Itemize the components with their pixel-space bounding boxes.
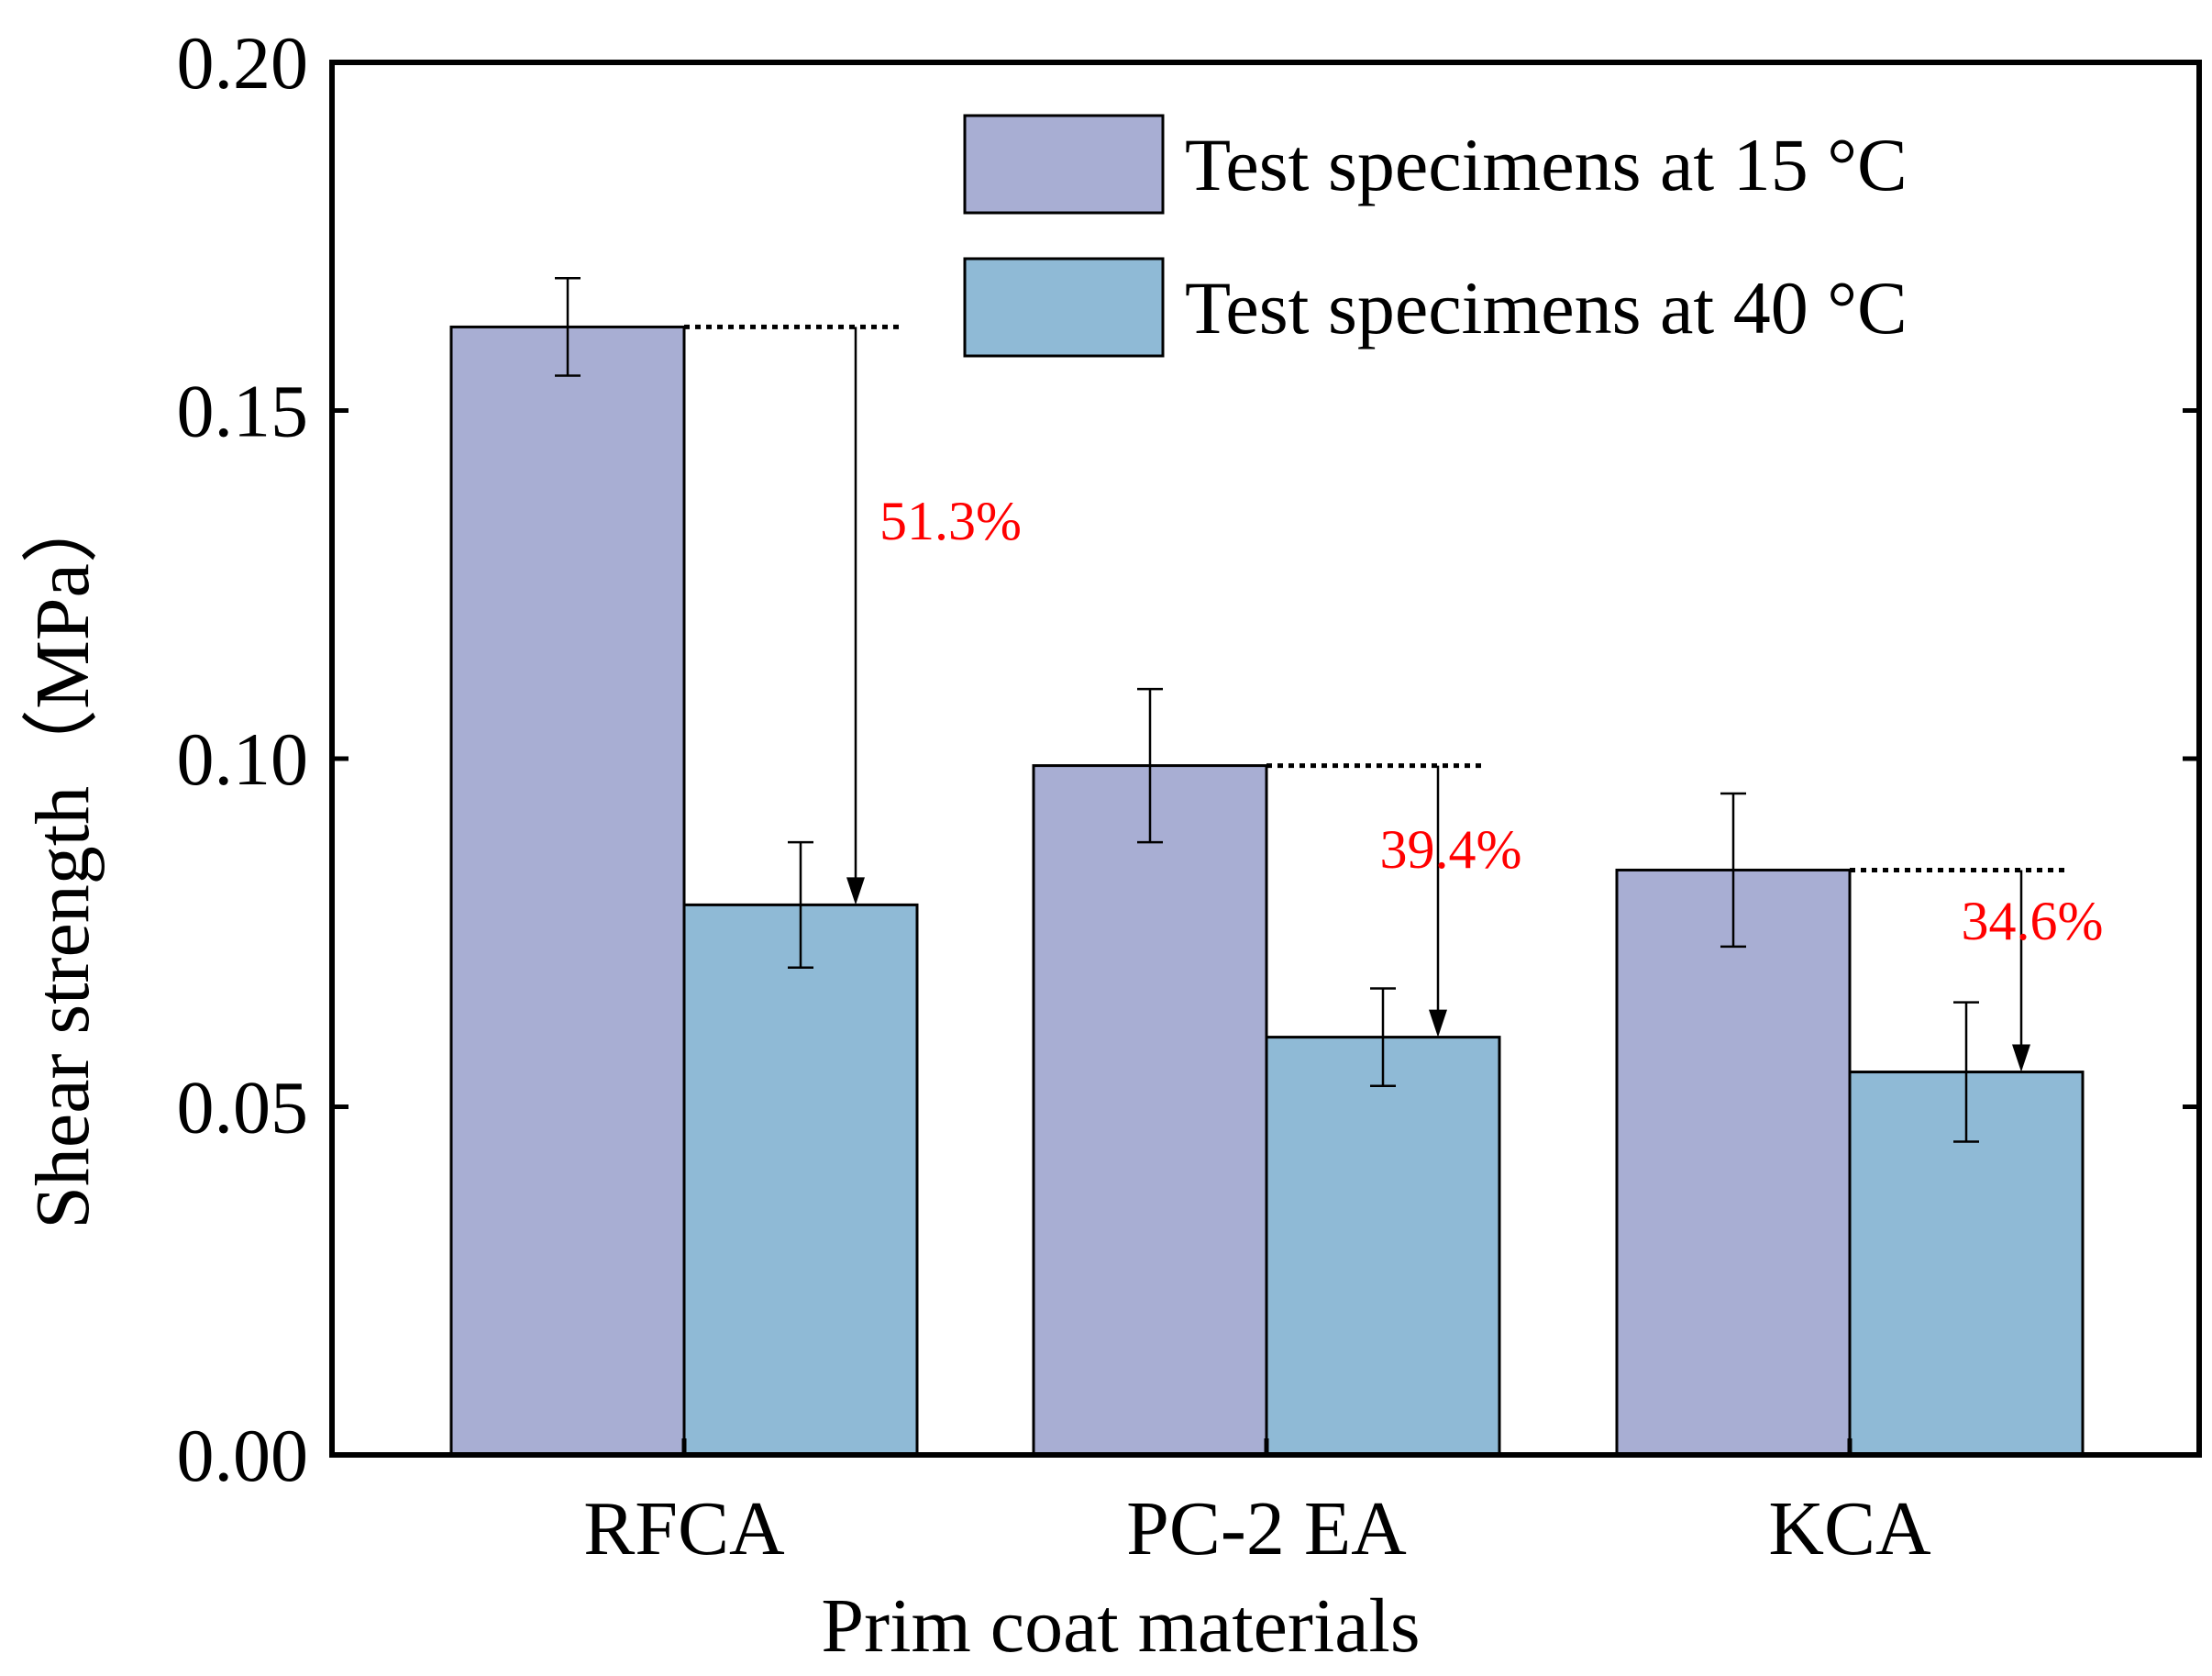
x-tick-label: PC-2 EA <box>1126 1486 1407 1571</box>
bar <box>1032 764 1268 1457</box>
bar <box>449 325 686 1457</box>
legend-label-40c: Test specimens at 40 °C <box>1185 266 1908 350</box>
plot-frame <box>329 60 2202 1458</box>
y-tick-label: 0.05 <box>177 1066 309 1149</box>
y-tick-label: 0.00 <box>177 1414 309 1497</box>
x-axis-label: Prim coat materials <box>821 1583 1420 1669</box>
bar <box>682 903 919 1457</box>
drop-percentage-label: 51.3% <box>879 491 1022 551</box>
y-axis-label: Shear strength（MPa） <box>20 486 105 1229</box>
legend-swatch-15c <box>963 114 1165 215</box>
y-tick-label: 0.15 <box>177 370 309 453</box>
legend-label-15c: Test specimens at 15 °C <box>1185 123 1908 206</box>
drop-arrow-head <box>2012 1044 2030 1072</box>
bar <box>1265 1036 1501 1457</box>
x-tick-label: KCA <box>1768 1486 1931 1571</box>
bar <box>1615 868 1852 1457</box>
drop-arrow-head <box>846 877 865 905</box>
y-tick-label: 0.10 <box>177 717 309 801</box>
legend: Test specimens at 15 °C Test specimens a… <box>963 114 1908 358</box>
drop-percentage-label: 34.6% <box>1962 891 2104 951</box>
drop-percentage-label: 39.4% <box>1380 819 1522 880</box>
y-tick-label: 0.20 <box>177 21 309 105</box>
legend-swatch-40c <box>963 257 1165 358</box>
drop-arrow-head <box>1429 1009 1447 1038</box>
x-tick-label: RFCA <box>583 1486 785 1571</box>
